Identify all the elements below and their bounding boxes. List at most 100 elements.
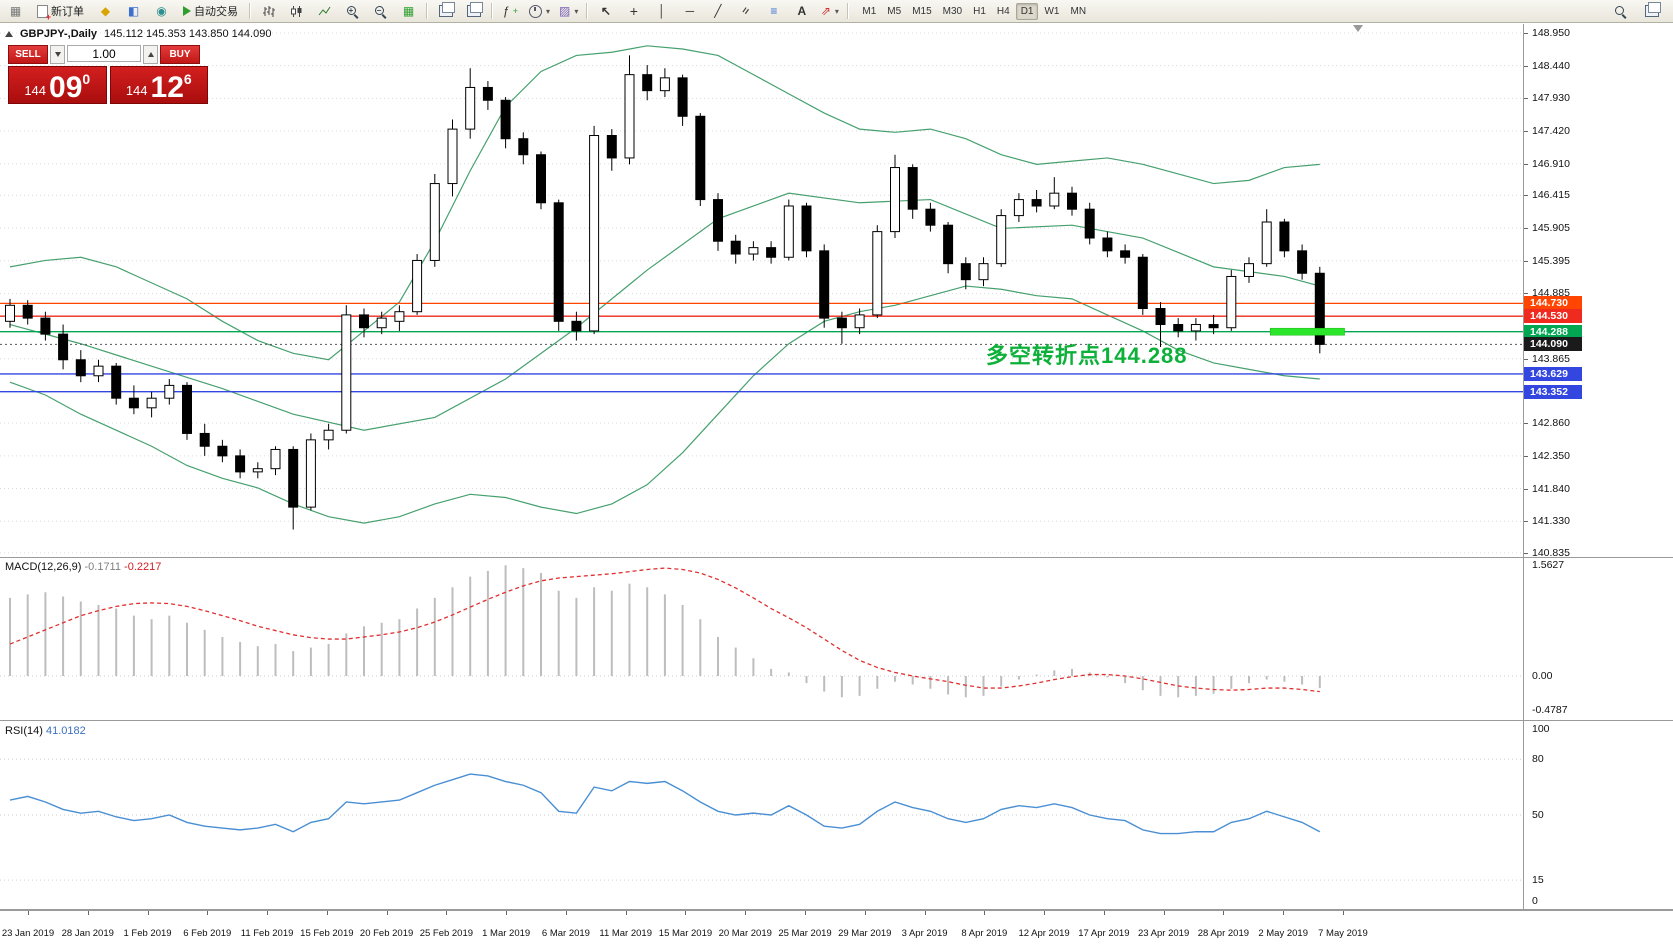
oct-controls-row: SELL BUY: [8, 45, 208, 64]
timeframe-button-h4[interactable]: H4: [992, 3, 1015, 20]
bar-chart-mode-icon[interactable]: [255, 1, 282, 22]
buy-price-button[interactable]: 144 12 6: [109, 66, 208, 104]
new-order-icon: [37, 4, 51, 22]
macd-scale-label: 0.00: [1532, 670, 1553, 682]
buy-button[interactable]: BUY: [160, 45, 200, 64]
scale-tick-mark: [1524, 65, 1528, 67]
zoom-in-icon[interactable]: +: [339, 1, 366, 22]
panel-divider[interactable]: [0, 909, 1673, 910]
timeframe-button-m1[interactable]: M1: [857, 3, 881, 20]
timeframe-button-m5[interactable]: M5: [882, 3, 906, 20]
rsi-label: RSI(14) 41.0182: [5, 725, 86, 737]
panel-divider[interactable]: [0, 720, 1673, 721]
time-tick-mark: [1044, 911, 1046, 915]
price-line-label[interactable]: 143.352: [1524, 384, 1582, 399]
time-tick-mark: [267, 911, 269, 915]
price-tick-label: 147.930: [1532, 92, 1570, 105]
scale-tick-mark: [1524, 260, 1528, 262]
rsi-panel-canvas[interactable]: [0, 722, 1523, 908]
sell-button[interactable]: SELL: [8, 45, 48, 64]
main-chart-canvas[interactable]: [0, 24, 1523, 556]
candlestick-mode-icon[interactable]: [283, 1, 310, 22]
cascade-windows-icon[interactable]: [460, 1, 487, 22]
zoom-out-icon[interactable]: −: [367, 1, 394, 22]
cursor-icon[interactable]: ↖: [600, 4, 611, 18]
toolbar-separator: [847, 3, 850, 19]
scale-tick-mark: [1524, 552, 1528, 554]
profiles-icon[interactable]: ◧: [127, 4, 140, 18]
chart-grid-icon[interactable]: ▦: [402, 4, 415, 18]
date-label: 23 Apr 2019: [1138, 928, 1190, 939]
price-line-label[interactable]: 144.090: [1524, 337, 1582, 352]
toolbar-separator: [249, 3, 251, 19]
time-tick-mark: [864, 911, 866, 915]
autotrading-label: 自动交易: [194, 6, 238, 18]
time-scale[interactable]: 23 Jan 2019 28 Jan 2019 1 Feb 2019 6 Feb 20…: [0, 910, 1673, 946]
vertical-line-icon[interactable]: │: [658, 4, 666, 18]
timeframe-button-mn[interactable]: MN: [1065, 3, 1091, 20]
horizontal-line-icon[interactable]: ─: [685, 4, 695, 18]
time-tick-mark: [446, 911, 448, 915]
crosshair-icon[interactable]: +: [629, 3, 638, 19]
turning-point-annotation[interactable]: 多空转折点144.288: [986, 343, 1188, 368]
timeframe-button-d1[interactable]: D1: [1015, 2, 1039, 20]
lot-increase-button[interactable]: [143, 45, 158, 64]
scale-tick-mark: [1524, 98, 1528, 100]
date-label: 25 Feb 2019: [419, 928, 474, 939]
date-label: 20 Mar 2019: [718, 928, 772, 939]
scale-tick-mark: [1524, 488, 1528, 490]
date-label: 3 Apr 2019: [901, 928, 948, 939]
trendline-icon[interactable]: ╱: [714, 4, 722, 18]
rsi-value: 41.0182: [45, 725, 86, 737]
channel-icon[interactable]: =: [739, 4, 753, 18]
panel-divider[interactable]: [0, 557, 1673, 558]
macd-signal-value: -0.2217: [124, 561, 162, 573]
time-tick-mark: [805, 911, 806, 915]
new-order-button[interactable]: 新订单: [30, 2, 91, 22]
rsi-title: RSI(14): [5, 725, 43, 737]
price-scale[interactable]: 148.950 148.440 147.930 147.420 146.910 146.4…: [1523, 24, 1673, 910]
oct-prices-row: 144 09 0 144 12 6: [8, 66, 208, 104]
price-line-label[interactable]: 144.530: [1524, 309, 1582, 324]
price-line-label[interactable]: 144.730: [1524, 296, 1582, 311]
arrows-icon[interactable]: ⇗ ▾: [820, 4, 839, 18]
timeframe-button-h1[interactable]: H1: [968, 3, 991, 20]
price-line-label[interactable]: 143.629: [1524, 366, 1582, 381]
line-chart-mode-icon[interactable]: [311, 1, 338, 22]
rsi-scale-label: 100: [1532, 723, 1550, 735]
scale-tick-mark: [1524, 521, 1528, 523]
text-label-icon[interactable]: A: [797, 4, 807, 18]
time-tick-mark: [924, 911, 926, 915]
tile-windows-icon[interactable]: [432, 1, 459, 22]
indicators-icon[interactable]: ƒ +: [503, 4, 518, 18]
date-label: 11 Feb 2019: [240, 928, 294, 939]
price-tick-label: 141.840: [1532, 482, 1570, 495]
chart-window-icon[interactable]: ▦: [2, 1, 29, 22]
timeframe-button-m15[interactable]: M15: [907, 3, 936, 20]
oct-collapse-arrow-icon[interactable]: [5, 31, 13, 37]
market-watch-icon[interactable]: ◉: [156, 4, 167, 18]
rsi-scale-label: 80: [1532, 753, 1544, 766]
price-line-label[interactable]: 144.288: [1524, 324, 1582, 339]
date-label: 28 Apr 2019: [1197, 928, 1250, 939]
timeframe-button-w1[interactable]: W1: [1039, 3, 1064, 20]
macd-title: MACD(12,26,9): [5, 561, 82, 573]
templates-icon[interactable]: ▨ ▾: [559, 4, 579, 18]
macd-scale-label: 1.5627: [1532, 559, 1565, 572]
sell-price-button[interactable]: 144 09 0: [8, 66, 107, 104]
timeframe-button-m30[interactable]: M30: [938, 3, 967, 20]
lot-decrease-button[interactable]: [50, 45, 65, 64]
fibonacci-icon[interactable]: ≡: [770, 4, 778, 18]
autotrading-button[interactable]: 自动交易: [176, 2, 245, 21]
new-order-label: 新订单: [51, 6, 84, 18]
search-icon[interactable]: [1607, 1, 1634, 22]
new-chart-icon[interactable]: ◆: [100, 4, 111, 18]
panels-toggle-icon[interactable]: [1638, 1, 1665, 22]
scale-tick-mark: [1524, 163, 1528, 165]
timeframe-toolbar: M1 M5 M15 M30 H1 H4 D1 W1 MN: [857, 2, 1091, 20]
date-label: 15 Mar 2019: [658, 928, 713, 939]
scale-tick-mark: [1524, 228, 1528, 230]
periods-icon[interactable]: ▾: [525, 1, 554, 22]
macd-panel-canvas[interactable]: [0, 558, 1523, 718]
lot-size-input[interactable]: [67, 45, 141, 62]
